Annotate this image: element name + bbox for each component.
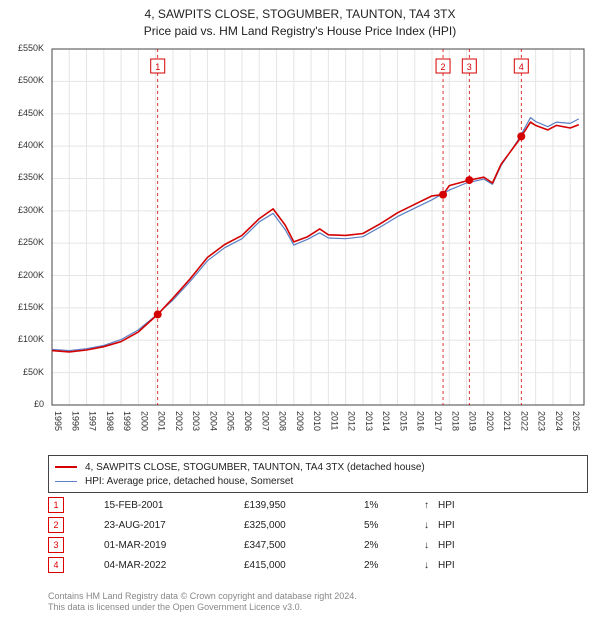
chart-svg: 1995 1996 1997 1998 1999 2000 2001 2002 2003 2004…: [48, 45, 588, 445]
svg-text:2016: 2016: [416, 411, 426, 431]
y-tick-label: £350K: [0, 172, 44, 182]
footer: Contains HM Land Registry data © Crown c…: [48, 591, 357, 614]
svg-text:2023: 2023: [537, 411, 547, 431]
y-tick-label: £400K: [0, 140, 44, 150]
sale-note: HPI: [438, 540, 455, 551]
sale-note: HPI: [438, 500, 455, 511]
sale-note: HPI: [438, 560, 455, 571]
legend-row-property: 4, SAWPITS CLOSE, STOGUMBER, TAUNTON, TA…: [55, 460, 581, 474]
sales-row: 3 01-MAR-2019£347,5002%↓HPI: [48, 535, 588, 555]
svg-text:2003: 2003: [191, 411, 201, 431]
svg-text:1: 1: [155, 62, 160, 72]
sales-row: 2 23-AUG-2017£325,0005%↓HPI: [48, 515, 588, 535]
svg-text:4: 4: [519, 62, 524, 72]
sale-price: £347,500: [244, 540, 364, 551]
sale-arrow-icon: ↑: [424, 500, 438, 511]
legend-box: 4, SAWPITS CLOSE, STOGUMBER, TAUNTON, TA…: [48, 455, 588, 493]
sale-price: £325,000: [244, 520, 364, 531]
legend-row-hpi: HPI: Average price, detached house, Some…: [55, 474, 581, 488]
y-tick-label: £100K: [0, 334, 44, 344]
footer-line-1: Contains HM Land Registry data © Crown c…: [48, 591, 357, 603]
y-tick-label: £500K: [0, 75, 44, 85]
sale-date: 15-FEB-2001: [104, 500, 244, 511]
svg-text:1999: 1999: [122, 411, 132, 431]
sale-arrow-icon: ↓: [424, 520, 438, 531]
sales-row: 1 15-FEB-2001£139,9501%↑HPI: [48, 495, 588, 515]
sale-date: 01-MAR-2019: [104, 540, 244, 551]
svg-text:2002: 2002: [174, 411, 184, 431]
sale-marker-box: 4: [48, 557, 64, 573]
svg-text:2: 2: [441, 62, 446, 72]
sale-price: £415,000: [244, 560, 364, 571]
y-tick-label: £200K: [0, 270, 44, 280]
svg-text:2005: 2005: [226, 411, 236, 431]
svg-text:2013: 2013: [364, 411, 374, 431]
svg-text:2001: 2001: [157, 411, 167, 431]
svg-text:2000: 2000: [139, 411, 149, 431]
sale-note: HPI: [438, 520, 455, 531]
svg-text:2018: 2018: [450, 411, 460, 431]
chart-container: 4, SAWPITS CLOSE, STOGUMBER, TAUNTON, TA…: [0, 0, 600, 620]
sale-marker-box: 2: [48, 517, 64, 533]
svg-text:1998: 1998: [105, 411, 115, 431]
svg-text:2021: 2021: [502, 411, 512, 431]
svg-text:2015: 2015: [398, 411, 408, 431]
svg-text:1995: 1995: [53, 411, 63, 431]
legend-label-property: 4, SAWPITS CLOSE, STOGUMBER, TAUNTON, TA…: [85, 462, 425, 473]
svg-text:1996: 1996: [70, 411, 80, 431]
sale-pct: 2%: [364, 560, 424, 571]
sale-pct: 1%: [364, 500, 424, 511]
y-tick-label: £550K: [0, 43, 44, 53]
svg-text:2007: 2007: [260, 411, 270, 431]
legend-swatch-hpi: [55, 481, 77, 482]
sale-marker-box: 1: [48, 497, 64, 513]
legend-label-hpi: HPI: Average price, detached house, Some…: [85, 476, 293, 487]
sales-row: 4 04-MAR-2022£415,0002%↓HPI: [48, 555, 588, 575]
legend-swatch-property: [55, 466, 77, 468]
sales-table: 115-FEB-2001£139,9501%↑HPI223-AUG-2017£3…: [48, 495, 588, 575]
svg-text:2004: 2004: [208, 411, 218, 431]
y-tick-label: £250K: [0, 237, 44, 247]
svg-text:3: 3: [467, 62, 472, 72]
sale-pct: 2%: [364, 540, 424, 551]
svg-text:2014: 2014: [381, 411, 391, 431]
sale-marker-box: 3: [48, 537, 64, 553]
sale-price: £139,950: [244, 500, 364, 511]
y-tick-label: £0: [0, 399, 44, 409]
y-tick-label: £150K: [0, 302, 44, 312]
svg-text:2012: 2012: [347, 411, 357, 431]
footer-line-2: This data is licensed under the Open Gov…: [48, 602, 357, 614]
chart-area: 1995 1996 1997 1998 1999 2000 2001 2002 2003 2004…: [48, 45, 588, 445]
y-tick-label: £50K: [0, 367, 44, 377]
svg-text:2010: 2010: [312, 411, 322, 431]
svg-text:2017: 2017: [433, 411, 443, 431]
svg-text:2022: 2022: [519, 411, 529, 431]
title-block: 4, SAWPITS CLOSE, STOGUMBER, TAUNTON, TA…: [0, 0, 600, 40]
sale-arrow-icon: ↓: [424, 560, 438, 571]
svg-text:2009: 2009: [295, 411, 305, 431]
sale-date: 04-MAR-2022: [104, 560, 244, 571]
title-line-1: 4, SAWPITS CLOSE, STOGUMBER, TAUNTON, TA…: [0, 6, 600, 23]
title-line-2: Price paid vs. HM Land Registry's House …: [0, 23, 600, 40]
sale-arrow-icon: ↓: [424, 540, 438, 551]
svg-text:2008: 2008: [278, 411, 288, 431]
svg-text:2006: 2006: [243, 411, 253, 431]
y-tick-label: £300K: [0, 205, 44, 215]
svg-text:2019: 2019: [468, 411, 478, 431]
sale-pct: 5%: [364, 520, 424, 531]
svg-text:2025: 2025: [571, 411, 581, 431]
svg-text:2020: 2020: [485, 411, 495, 431]
svg-text:1997: 1997: [88, 411, 98, 431]
sale-date: 23-AUG-2017: [104, 520, 244, 531]
y-tick-label: £450K: [0, 108, 44, 118]
svg-text:2024: 2024: [554, 411, 564, 431]
svg-text:2011: 2011: [329, 411, 339, 430]
